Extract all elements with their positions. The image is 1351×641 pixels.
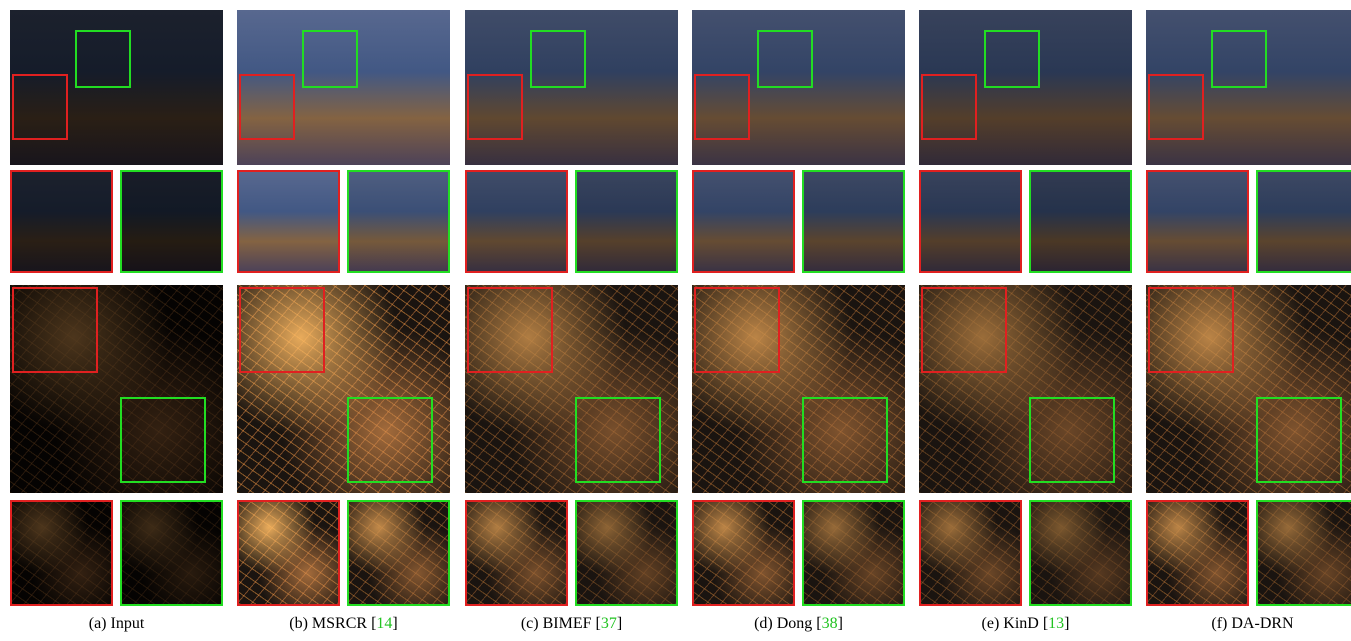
scene-crop-red: [692, 170, 795, 273]
zoom-box-green: [1256, 397, 1342, 483]
caption-text: (f) DA-DRN: [1211, 615, 1293, 632]
map-crop-green: [347, 500, 450, 606]
caption-text: (a) Input: [89, 615, 145, 632]
zoom-box-green: [120, 397, 206, 483]
zoom-box-red: [239, 287, 325, 373]
citation[interactable]: 14: [376, 615, 392, 632]
caption: (a) Input: [8, 615, 225, 633]
map-crop-red: [10, 500, 113, 606]
zoom-box-green: [530, 30, 586, 88]
scene-image: [692, 10, 905, 165]
map-crop-green: [575, 500, 678, 606]
scene-crop-red: [465, 170, 568, 273]
zoom-box-red: [1148, 287, 1234, 373]
scene-crop-red: [10, 170, 113, 273]
zoom-box-red: [467, 74, 523, 140]
citation[interactable]: 13: [1048, 615, 1064, 632]
scene-crop-green: [347, 170, 450, 273]
scene-crop-green: [1029, 170, 1132, 273]
zoom-box-red: [467, 287, 553, 373]
zoom-box-green: [757, 30, 813, 88]
zoom-box-green: [984, 30, 1040, 88]
caption: (f) DA-DRN: [1144, 615, 1351, 633]
map-crop-red: [465, 500, 568, 606]
zoom-box-red: [921, 287, 1007, 373]
scene-crop-red: [237, 170, 340, 273]
caption: (e) KinD [13]: [917, 615, 1134, 633]
zoom-box-red: [694, 74, 750, 140]
zoom-box-red: [1148, 74, 1204, 140]
scene-crop-green: [1256, 170, 1351, 273]
scene-image: [465, 10, 678, 165]
zoom-box-green: [575, 397, 661, 483]
map-image: [10, 285, 223, 493]
caption: (d) Dong [38]: [690, 615, 907, 633]
caption-text: ]: [1064, 615, 1069, 632]
zoom-box-green: [75, 30, 131, 88]
map-crop-red: [1146, 500, 1249, 606]
map-image: [1146, 285, 1351, 493]
caption-text: (d) Dong: [754, 615, 816, 632]
zoom-box-red: [12, 74, 68, 140]
map-image: [465, 285, 678, 493]
map-image: [692, 285, 905, 493]
map-crop-green: [1256, 500, 1351, 606]
map-crop-red: [237, 500, 340, 606]
scene-crop-red: [919, 170, 1022, 273]
citation[interactable]: 37: [601, 615, 617, 632]
caption-text: (c) BIMEF: [521, 615, 596, 632]
map-image: [237, 285, 450, 493]
caption-text: ]: [392, 615, 397, 632]
zoom-box-green: [347, 397, 433, 483]
zoom-box-green: [1029, 397, 1115, 483]
zoom-box-green: [302, 30, 358, 88]
scene-crop-red: [1146, 170, 1249, 273]
map-image: [919, 285, 1132, 493]
map-crop-green: [802, 500, 905, 606]
zoom-box-red: [12, 287, 98, 373]
zoom-box-red: [694, 287, 780, 373]
scene-crop-green: [575, 170, 678, 273]
scene-crop-green: [120, 170, 223, 273]
map-crop-red: [692, 500, 795, 606]
caption-text: ]: [838, 615, 843, 632]
scene-image: [237, 10, 450, 165]
scene-crop-green: [802, 170, 905, 273]
map-crop-red: [919, 500, 1022, 606]
zoom-box-red: [239, 74, 295, 140]
caption-text: (b) MSRCR: [289, 615, 371, 632]
zoom-box-green: [1211, 30, 1267, 88]
scene-image: [919, 10, 1132, 165]
scene-image: [10, 10, 223, 165]
caption-text: ]: [617, 615, 622, 632]
scene-image: [1146, 10, 1351, 165]
zoom-box-red: [921, 74, 977, 140]
zoom-box-green: [802, 397, 888, 483]
caption-text: (e) KinD: [982, 615, 1043, 632]
citation[interactable]: 38: [822, 615, 838, 632]
caption: (c) BIMEF [37]: [463, 615, 680, 633]
caption: (b) MSRCR [14]: [235, 615, 452, 633]
map-crop-green: [120, 500, 223, 606]
figure: (a) Input (b) MSRCR [14] (c) BIMEF [37] (d)…: [0, 0, 1351, 641]
map-crop-green: [1029, 500, 1132, 606]
